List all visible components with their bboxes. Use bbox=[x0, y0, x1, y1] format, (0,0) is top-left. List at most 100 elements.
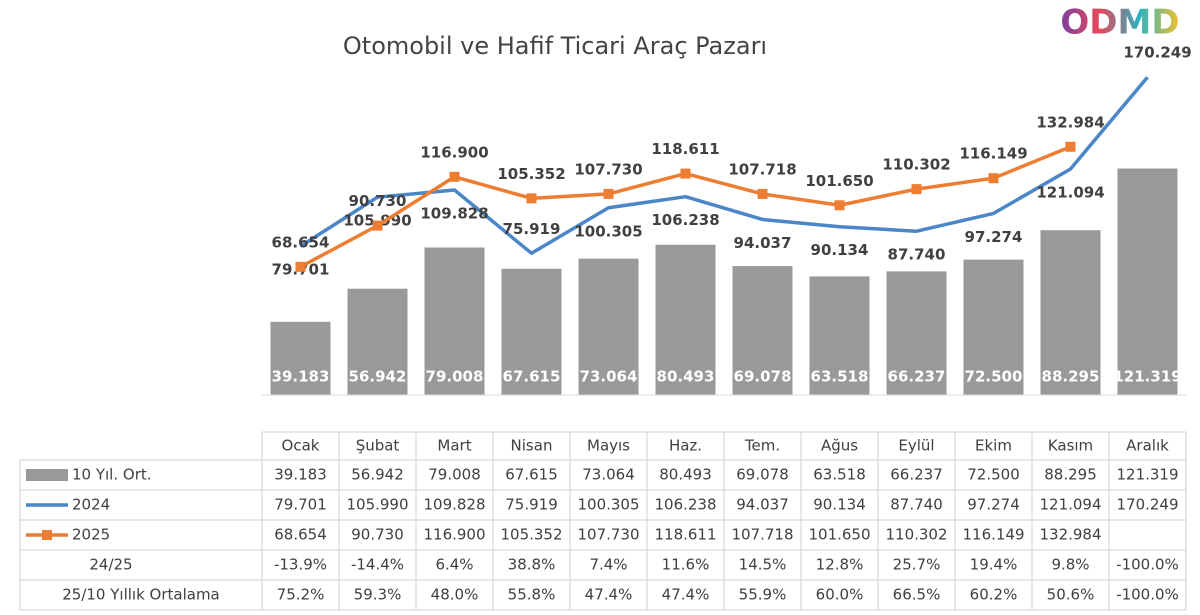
table-cell: 107.718 bbox=[731, 526, 793, 544]
table-cell: 50.6% bbox=[1047, 586, 1095, 604]
table-header: Mart bbox=[437, 437, 471, 455]
marker bbox=[988, 173, 999, 184]
table-header: Ekim bbox=[975, 437, 1012, 455]
table-cell: 79.701 bbox=[274, 496, 327, 514]
table-cell: 39.183 bbox=[274, 466, 327, 484]
table-cell: -13.9% bbox=[274, 556, 327, 574]
table-cell: 170.249 bbox=[1116, 496, 1178, 514]
table-cell: 88.295 bbox=[1044, 466, 1097, 484]
row-label: 25/10 Yıllık Ortalama bbox=[62, 586, 220, 604]
bar bbox=[1117, 168, 1178, 395]
bar bbox=[501, 268, 562, 395]
table-cell: 59.3% bbox=[354, 586, 402, 604]
line-value-label: 132.984 bbox=[1036, 113, 1104, 131]
legend-label: 2024 bbox=[72, 496, 110, 514]
table-cell: 105.352 bbox=[500, 526, 562, 544]
marker bbox=[603, 188, 614, 199]
table-cell: 121.094 bbox=[1039, 496, 1101, 514]
line-value-label: 94.037 bbox=[734, 234, 792, 252]
bar bbox=[655, 244, 716, 395]
table-cell: 63.518 bbox=[813, 466, 866, 484]
line-value-label: 170.249 bbox=[1123, 44, 1191, 62]
table-cell: 87.740 bbox=[890, 496, 943, 514]
table-cell: 80.493 bbox=[659, 466, 712, 484]
marker bbox=[757, 188, 768, 199]
legend-label: 10 Yıl. Ort. bbox=[72, 466, 152, 484]
line-value-label: 121.094 bbox=[1036, 183, 1104, 201]
table-cell: 118.611 bbox=[654, 526, 716, 544]
bar bbox=[270, 321, 331, 395]
table-cell: -100.0% bbox=[1116, 586, 1179, 604]
table-cell: 38.8% bbox=[508, 556, 556, 574]
line-value-label: 75.919 bbox=[503, 220, 561, 238]
table-cell: -100.0% bbox=[1116, 556, 1179, 574]
marker bbox=[834, 200, 845, 211]
table-cell: 25.7% bbox=[893, 556, 941, 574]
table-cell: 94.037 bbox=[736, 496, 789, 514]
bar-value-label: 69.078 bbox=[734, 368, 792, 386]
line-value-label: 101.650 bbox=[805, 172, 873, 190]
bar bbox=[1040, 230, 1101, 395]
line bbox=[299, 76, 1149, 256]
table-cell: 101.650 bbox=[808, 526, 870, 544]
table-cell: 97.274 bbox=[967, 496, 1020, 514]
table-header: Ağus bbox=[821, 437, 858, 455]
line-value-label: 107.730 bbox=[574, 160, 642, 178]
table-header: Eylül bbox=[898, 437, 934, 455]
table-cell: 55.9% bbox=[739, 586, 787, 604]
line-value-label: 97.274 bbox=[965, 228, 1023, 246]
marker bbox=[449, 171, 460, 182]
bar bbox=[347, 288, 408, 395]
table-cell: 107.730 bbox=[577, 526, 639, 544]
line-value-label: 118.611 bbox=[651, 140, 719, 158]
line-value-label: 116.149 bbox=[959, 145, 1027, 163]
table-cell: 47.4% bbox=[585, 586, 633, 604]
table-cell: 11.6% bbox=[662, 556, 710, 574]
line-value-label: 90.730 bbox=[349, 192, 407, 210]
bar-value-label: 39.183 bbox=[272, 368, 330, 386]
bar bbox=[886, 271, 947, 395]
bar-value-label: 80.493 bbox=[657, 368, 715, 386]
table-cell: 12.8% bbox=[816, 556, 864, 574]
table-header: Kasım bbox=[1048, 437, 1093, 455]
bar-value-label: 72.500 bbox=[965, 368, 1023, 386]
table-cell: 19.4% bbox=[970, 556, 1018, 574]
legend-label: 2025 bbox=[72, 526, 110, 544]
table-cell: 9.8% bbox=[1051, 556, 1089, 574]
legend-swatch bbox=[26, 469, 68, 481]
table-cell: 106.238 bbox=[654, 496, 716, 514]
line-value-label: 68.654 bbox=[272, 233, 330, 251]
table-cell: 116.900 bbox=[423, 526, 485, 544]
bar-value-label: 56.942 bbox=[349, 368, 407, 386]
line-value-label: 90.134 bbox=[811, 241, 869, 259]
line-value-label: 106.238 bbox=[651, 211, 719, 229]
table-cell: 75.919 bbox=[505, 496, 558, 514]
table-cell: 66.5% bbox=[893, 586, 941, 604]
table-header: Mayıs bbox=[587, 437, 630, 455]
bar bbox=[578, 258, 639, 395]
marker bbox=[372, 220, 383, 231]
marker bbox=[1065, 141, 1076, 152]
table-cell: 100.305 bbox=[577, 496, 639, 514]
line-value-label: 116.900 bbox=[420, 143, 488, 161]
bar-value-label: 73.064 bbox=[580, 368, 638, 386]
bar-value-label: 63.518 bbox=[811, 368, 869, 386]
table-cell: 68.654 bbox=[274, 526, 327, 544]
table-header: Şubat bbox=[356, 437, 400, 455]
table-cell: 48.0% bbox=[431, 586, 479, 604]
bar-value-label: 79.008 bbox=[426, 368, 484, 386]
table-cell: 121.319 bbox=[1116, 466, 1178, 484]
table-cell: 75.2% bbox=[277, 586, 325, 604]
table-cell: 60.0% bbox=[816, 586, 864, 604]
line-value-label: 110.302 bbox=[882, 156, 950, 174]
table-cell: -14.4% bbox=[351, 556, 404, 574]
table-header: Aralık bbox=[1126, 437, 1169, 455]
table-cell: 105.990 bbox=[346, 496, 408, 514]
row-label: 24/25 bbox=[89, 556, 132, 574]
table-cell: 69.078 bbox=[736, 466, 789, 484]
table-cell: 55.8% bbox=[508, 586, 556, 604]
bar-value-label: 88.295 bbox=[1042, 368, 1100, 386]
table-header: Tem. bbox=[744, 437, 780, 455]
